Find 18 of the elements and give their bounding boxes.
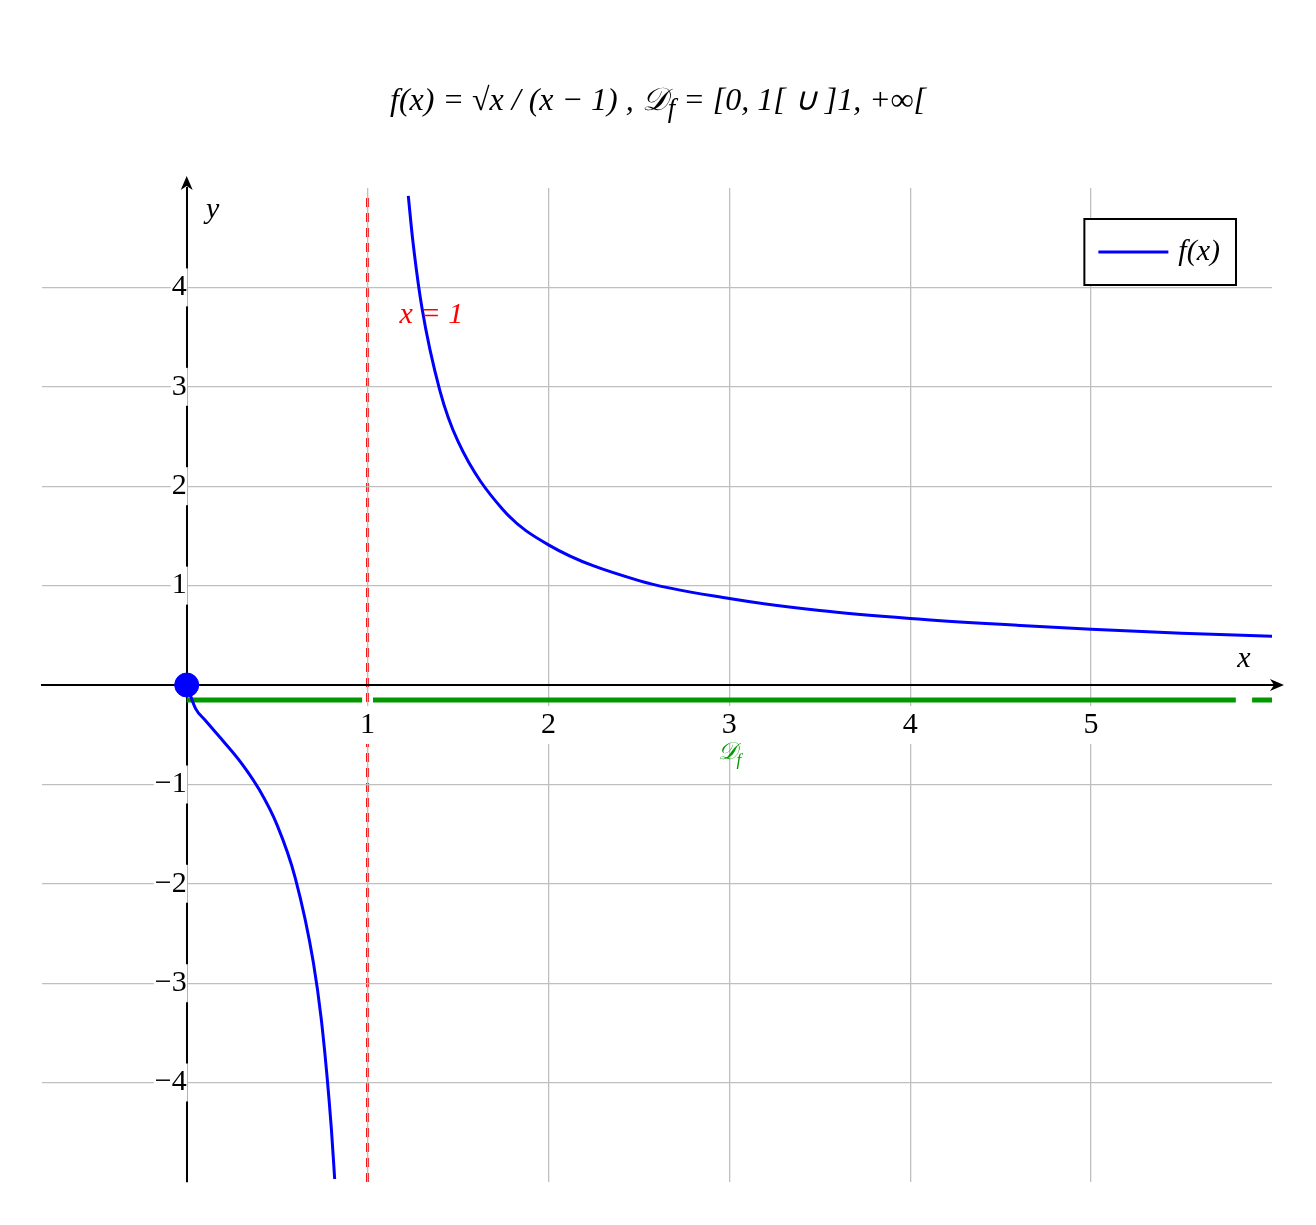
x-tick-label: 4 bbox=[902, 705, 918, 739]
x-tick-label: 2 bbox=[540, 705, 556, 739]
chart-title: f(x) = √x / (x − 1) , 𝒟$_{f}$ = [0, 1[ ∪ ]1, +∞[ bbox=[389, 80, 928, 125]
x-axis-title: x bbox=[1236, 639, 1252, 673]
y-tick-label: 2 bbox=[171, 467, 187, 501]
y-tick-label: −3 bbox=[154, 964, 187, 998]
y-axis-title: y bbox=[203, 190, 221, 224]
legend-label: f(x) bbox=[1178, 232, 1221, 267]
y-tick-label: −2 bbox=[154, 864, 187, 898]
x-tick-label: 5 bbox=[1083, 705, 1099, 739]
x-tick-label: 1 bbox=[360, 705, 376, 739]
y-tick-label: 3 bbox=[171, 367, 187, 401]
x-tick-label: 3 bbox=[721, 705, 737, 739]
y-tick-label: −4 bbox=[154, 1063, 187, 1097]
y-tick-label: 1 bbox=[171, 566, 187, 600]
y-tick-label: −1 bbox=[154, 765, 187, 799]
ref-line-label: x = 1 bbox=[398, 296, 464, 330]
y-tick-label: 4 bbox=[171, 268, 187, 302]
